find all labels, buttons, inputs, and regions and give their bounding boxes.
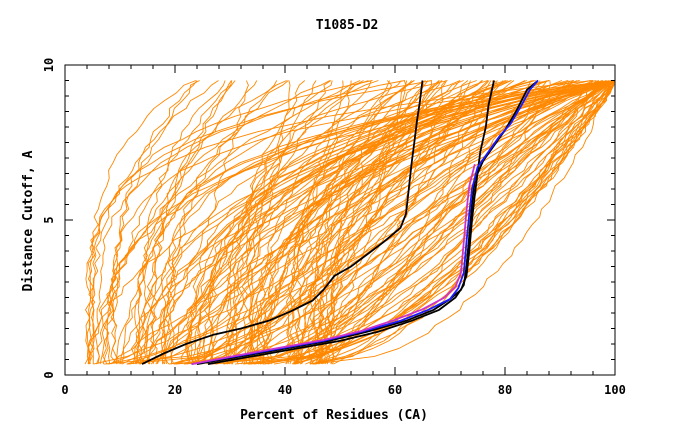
- series-line-bundle: [316, 80, 615, 365]
- series-line-bundle: [264, 80, 609, 365]
- x-tick-label: 60: [388, 383, 402, 397]
- series-line-bundle: [136, 80, 603, 365]
- series-line-bundle: [231, 80, 369, 365]
- series-line-bundle: [130, 80, 615, 365]
- series-line-bundle: [108, 80, 249, 365]
- series-line-bundle: [287, 80, 413, 365]
- series-line-bundle: [243, 80, 597, 365]
- series-line-bundle: [222, 80, 607, 365]
- series-line-bundle: [299, 80, 471, 365]
- series-line-bundle: [309, 80, 541, 365]
- series-line-bundle: [191, 80, 393, 365]
- series-line-bundle: [206, 80, 614, 365]
- series-line-bundle: [312, 80, 415, 365]
- series-line-bundle: [135, 80, 535, 365]
- series-line-bundle: [240, 80, 429, 365]
- series-line-bundle: [229, 80, 317, 365]
- series-line-bundle: [327, 80, 615, 365]
- series-line-bundle: [107, 80, 614, 365]
- series-line-bundle: [212, 80, 306, 365]
- series-line-highlight: [141, 80, 424, 365]
- x-tick-label: 0: [61, 383, 68, 397]
- series-line-bundle: [320, 80, 615, 365]
- series-line-bundle: [267, 80, 615, 365]
- series-line-bundle: [266, 80, 615, 365]
- plot-area: [84, 79, 615, 365]
- x-tick-label: 80: [498, 383, 512, 397]
- series-line-bundle: [86, 80, 219, 365]
- series-line-bundle: [215, 80, 548, 365]
- y-tick-label: 10: [42, 58, 56, 72]
- series-line-highlight: [191, 163, 476, 365]
- series-line-bundle: [313, 80, 615, 365]
- series-line-bundle: [225, 80, 580, 365]
- series-line-bundle: [89, 80, 373, 365]
- y-tick-label: 5: [42, 216, 56, 223]
- series-line-bundle: [111, 80, 198, 365]
- series-line-bundle: [134, 80, 331, 365]
- series-line-bundle: [289, 80, 615, 365]
- series-line-bundle: [198, 80, 615, 365]
- series-line-bundle: [159, 80, 461, 365]
- series-line-bundle: [223, 80, 593, 365]
- series-line-bundle: [251, 80, 615, 365]
- series-line-bundle: [186, 80, 425, 365]
- series-line-bundle: [87, 80, 512, 365]
- series-line-bundle: [148, 80, 236, 365]
- series-line-bundle: [201, 80, 440, 365]
- series-line-bundle: [194, 80, 469, 365]
- series-line-bundle: [285, 80, 613, 365]
- series-line-bundle: [135, 80, 614, 365]
- series-line-bundle: [273, 80, 499, 365]
- series-line-bundle: [308, 80, 615, 365]
- series-line-bundle: [110, 80, 614, 365]
- series-line-bundle: [312, 80, 615, 365]
- series-line-bundle: [285, 80, 614, 365]
- series-line-bundle: [116, 80, 278, 365]
- chart-title: T1085-D2: [316, 18, 379, 33]
- series-line-bundle: [316, 80, 613, 365]
- series-line-bundle: [250, 80, 615, 365]
- series-line-bundle: [186, 80, 364, 365]
- series-line-bundle: [110, 80, 600, 365]
- series-line-bundle: [223, 80, 604, 365]
- x-tick-label: 100: [604, 383, 626, 397]
- series-line-bundle: [312, 80, 492, 365]
- series-line-bundle: [94, 80, 406, 365]
- series-line-bundle: [257, 80, 569, 365]
- axes: 0 20 40 60 80 100 0 5 10: [42, 58, 626, 397]
- series-line-bundle: [139, 80, 226, 365]
- x-axis-label: Percent of Residues (CA): [240, 408, 428, 423]
- series-line-bundle: [295, 80, 415, 365]
- series-line-bundle: [289, 80, 607, 365]
- series-line-bundle: [333, 80, 615, 365]
- series-line-bundle: [228, 80, 615, 365]
- series-line-bundle: [248, 80, 379, 365]
- series-line-bundle: [175, 80, 613, 365]
- x-tick-label: 20: [168, 383, 182, 397]
- x-tick-label: 40: [278, 383, 292, 397]
- series-line-bundle: [87, 80, 197, 365]
- series-line-bundle: [102, 80, 233, 365]
- series-line-bundle: [155, 80, 483, 365]
- series-line-bundle: [150, 80, 287, 365]
- series-line-bundle: [196, 80, 477, 365]
- series-line-bundle: [174, 80, 442, 365]
- series-line-bundle: [248, 80, 464, 365]
- series-line-bundle: [160, 80, 613, 365]
- y-tick-label: 0: [42, 371, 56, 378]
- series-line-bundle: [127, 80, 433, 365]
- series-line-bundle: [99, 80, 361, 365]
- y-axis-label: Distance Cutoff, A: [21, 150, 36, 291]
